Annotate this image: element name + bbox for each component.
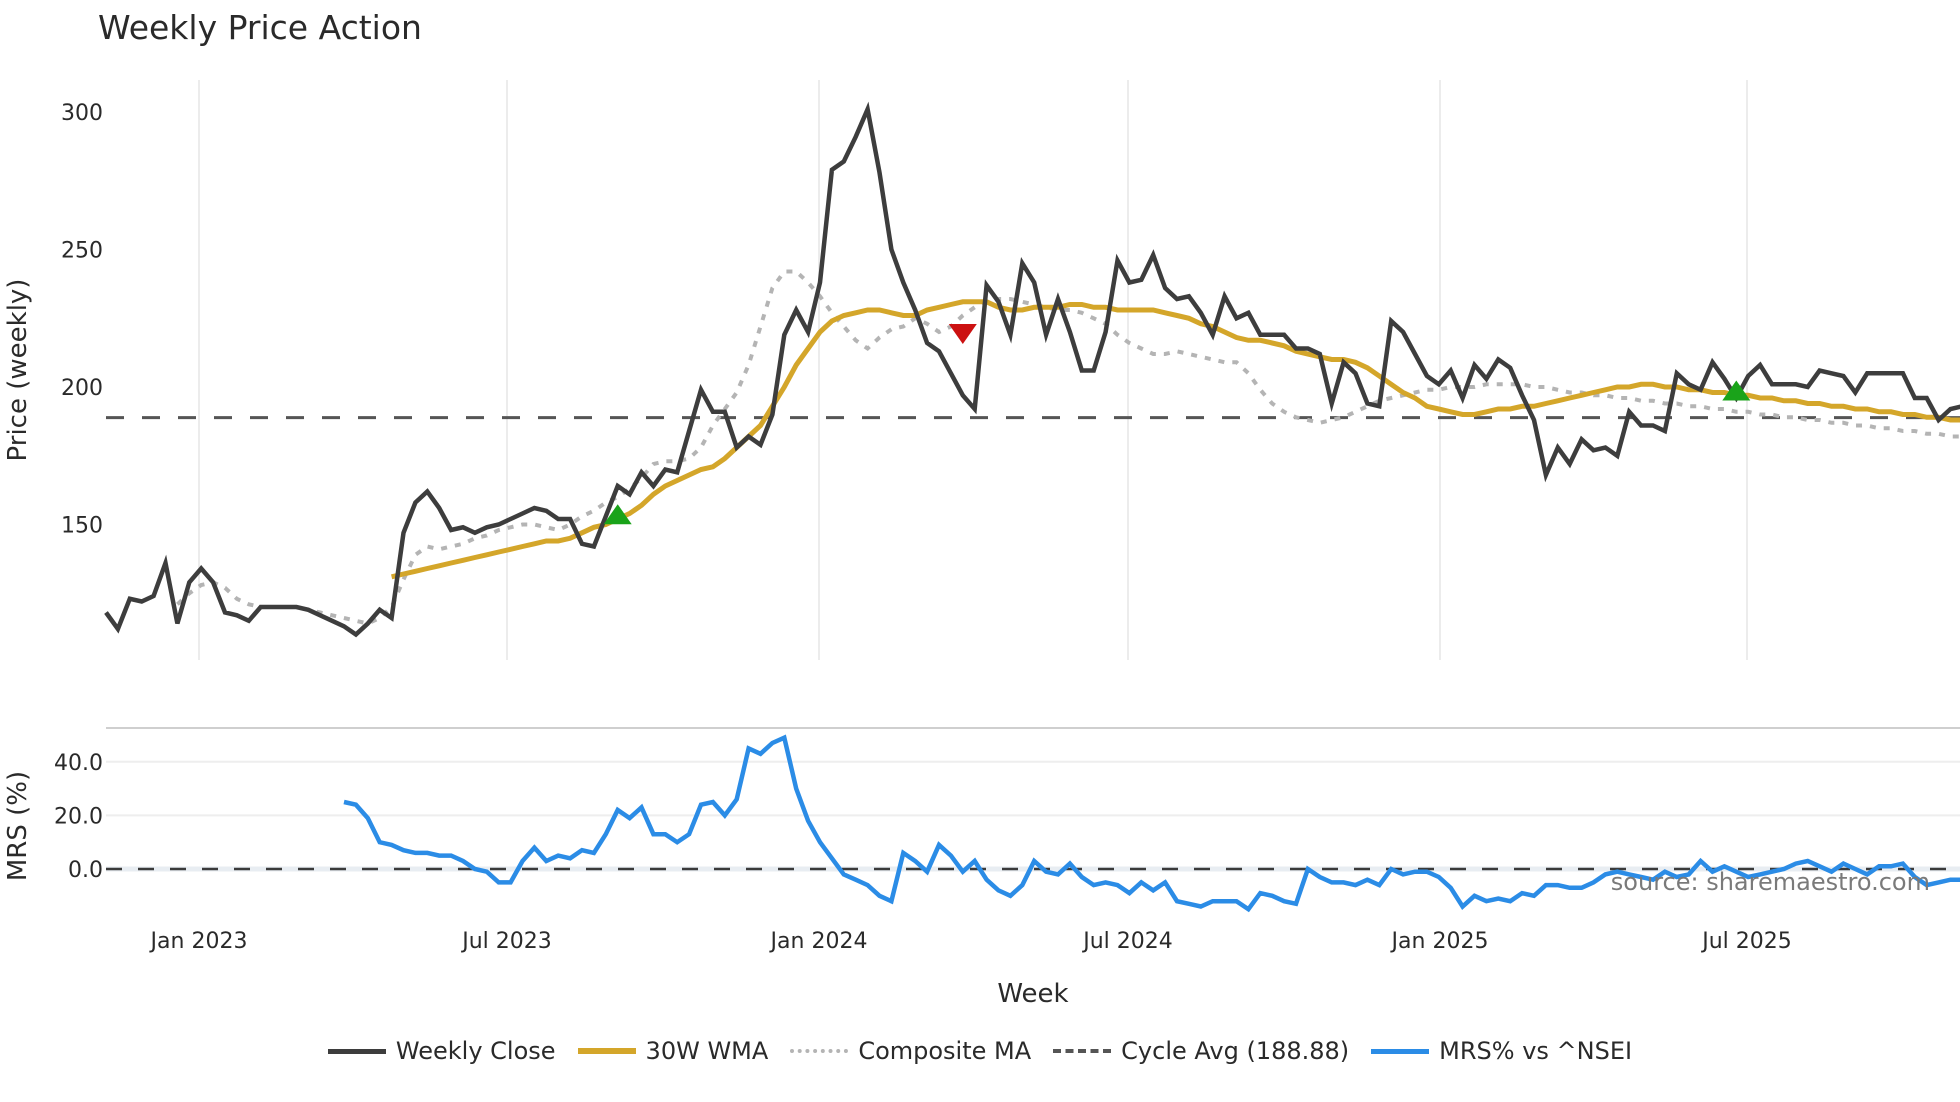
x-axis-label: Week — [997, 979, 1068, 1009]
mrs-line — [343, 734, 1960, 913]
svg-text:250: 250 — [61, 239, 103, 264]
wma-swatch-icon — [577, 1048, 636, 1054]
legend-item-cycle-avg[interactable]: Cycle Avg (188.88) — [1053, 1037, 1349, 1065]
svg-text:Jan 2023: Jan 2023 — [149, 929, 248, 954]
price-y-axis-ticks: 150 200 250 300 — [61, 101, 103, 539]
legend-label: 30W WMA — [645, 1037, 769, 1065]
legend-item-composite-ma[interactable]: Composite MA — [790, 1037, 1031, 1065]
svg-text:40.0: 40.0 — [54, 751, 103, 776]
wma-30w-line — [391, 299, 1960, 580]
sell-signal-triangle-down-icon — [948, 324, 977, 344]
legend-label: MRS% vs ^NSEI — [1439, 1037, 1633, 1065]
svg-text:Jan 2025: Jan 2025 — [1390, 929, 1489, 954]
svg-text:0.0: 0.0 — [68, 858, 103, 883]
svg-text:Jul 2024: Jul 2024 — [1081, 929, 1173, 954]
legend-label: Cycle Avg (188.88) — [1121, 1037, 1350, 1065]
svg-text:300: 300 — [61, 101, 103, 126]
x-axis-ticks: Jan 2023 Jul 2023 Jan 2024 Jul 2024 Jan 2025… — [149, 929, 1792, 954]
svg-text:200: 200 — [61, 376, 103, 401]
price-y-axis-label: Price (weekly) — [3, 279, 33, 462]
svg-text:Jul 2025: Jul 2025 — [1700, 929, 1792, 954]
legend-label: Composite MA — [858, 1037, 1032, 1065]
composite-ma-swatch-icon — [790, 1049, 849, 1053]
weekly-close-swatch-icon — [327, 1048, 386, 1054]
mrs-y-axis-ticks: 0.0 20.0 40.0 — [54, 751, 103, 883]
mrs-swatch-icon — [1371, 1048, 1430, 1054]
svg-text:150: 150 — [61, 514, 103, 539]
buy-signal-triangle-up-icon — [1722, 380, 1751, 401]
chart-canvas: 150 200 250 300 0.0 20.0 40.0 Jan 2023 Jul 202… — [3, 80, 1960, 1009]
svg-text:Jan 2024: Jan 2024 — [769, 929, 868, 954]
svg-text:20.0: 20.0 — [54, 804, 103, 829]
mrs-y-axis-label: MRS (%) — [3, 771, 33, 881]
svg-text:Jul 2023: Jul 2023 — [460, 929, 552, 954]
composite-ma-line — [176, 269, 1960, 626]
legend-item-wma[interactable]: 30W WMA — [577, 1037, 769, 1065]
chart-title: Weekly Price Action — [98, 8, 422, 47]
cycle-avg-swatch-icon — [1053, 1049, 1112, 1053]
vertical-gridlines — [106, 80, 1960, 817]
legend: Weekly Close 30W WMA Composite MA Cycle … — [0, 1037, 1960, 1065]
buy-signal-triangle-up-icon — [603, 504, 632, 525]
legend-label: Weekly Close — [395, 1037, 556, 1065]
legend-item-weekly-close[interactable]: Weekly Close — [327, 1037, 556, 1065]
source-watermark: source: sharemaestro.com — [1611, 868, 1930, 896]
legend-item-mrs[interactable]: MRS% vs ^NSEI — [1371, 1037, 1632, 1065]
weekly-close-line — [104, 101, 1960, 638]
signal-markers — [603, 324, 1751, 525]
